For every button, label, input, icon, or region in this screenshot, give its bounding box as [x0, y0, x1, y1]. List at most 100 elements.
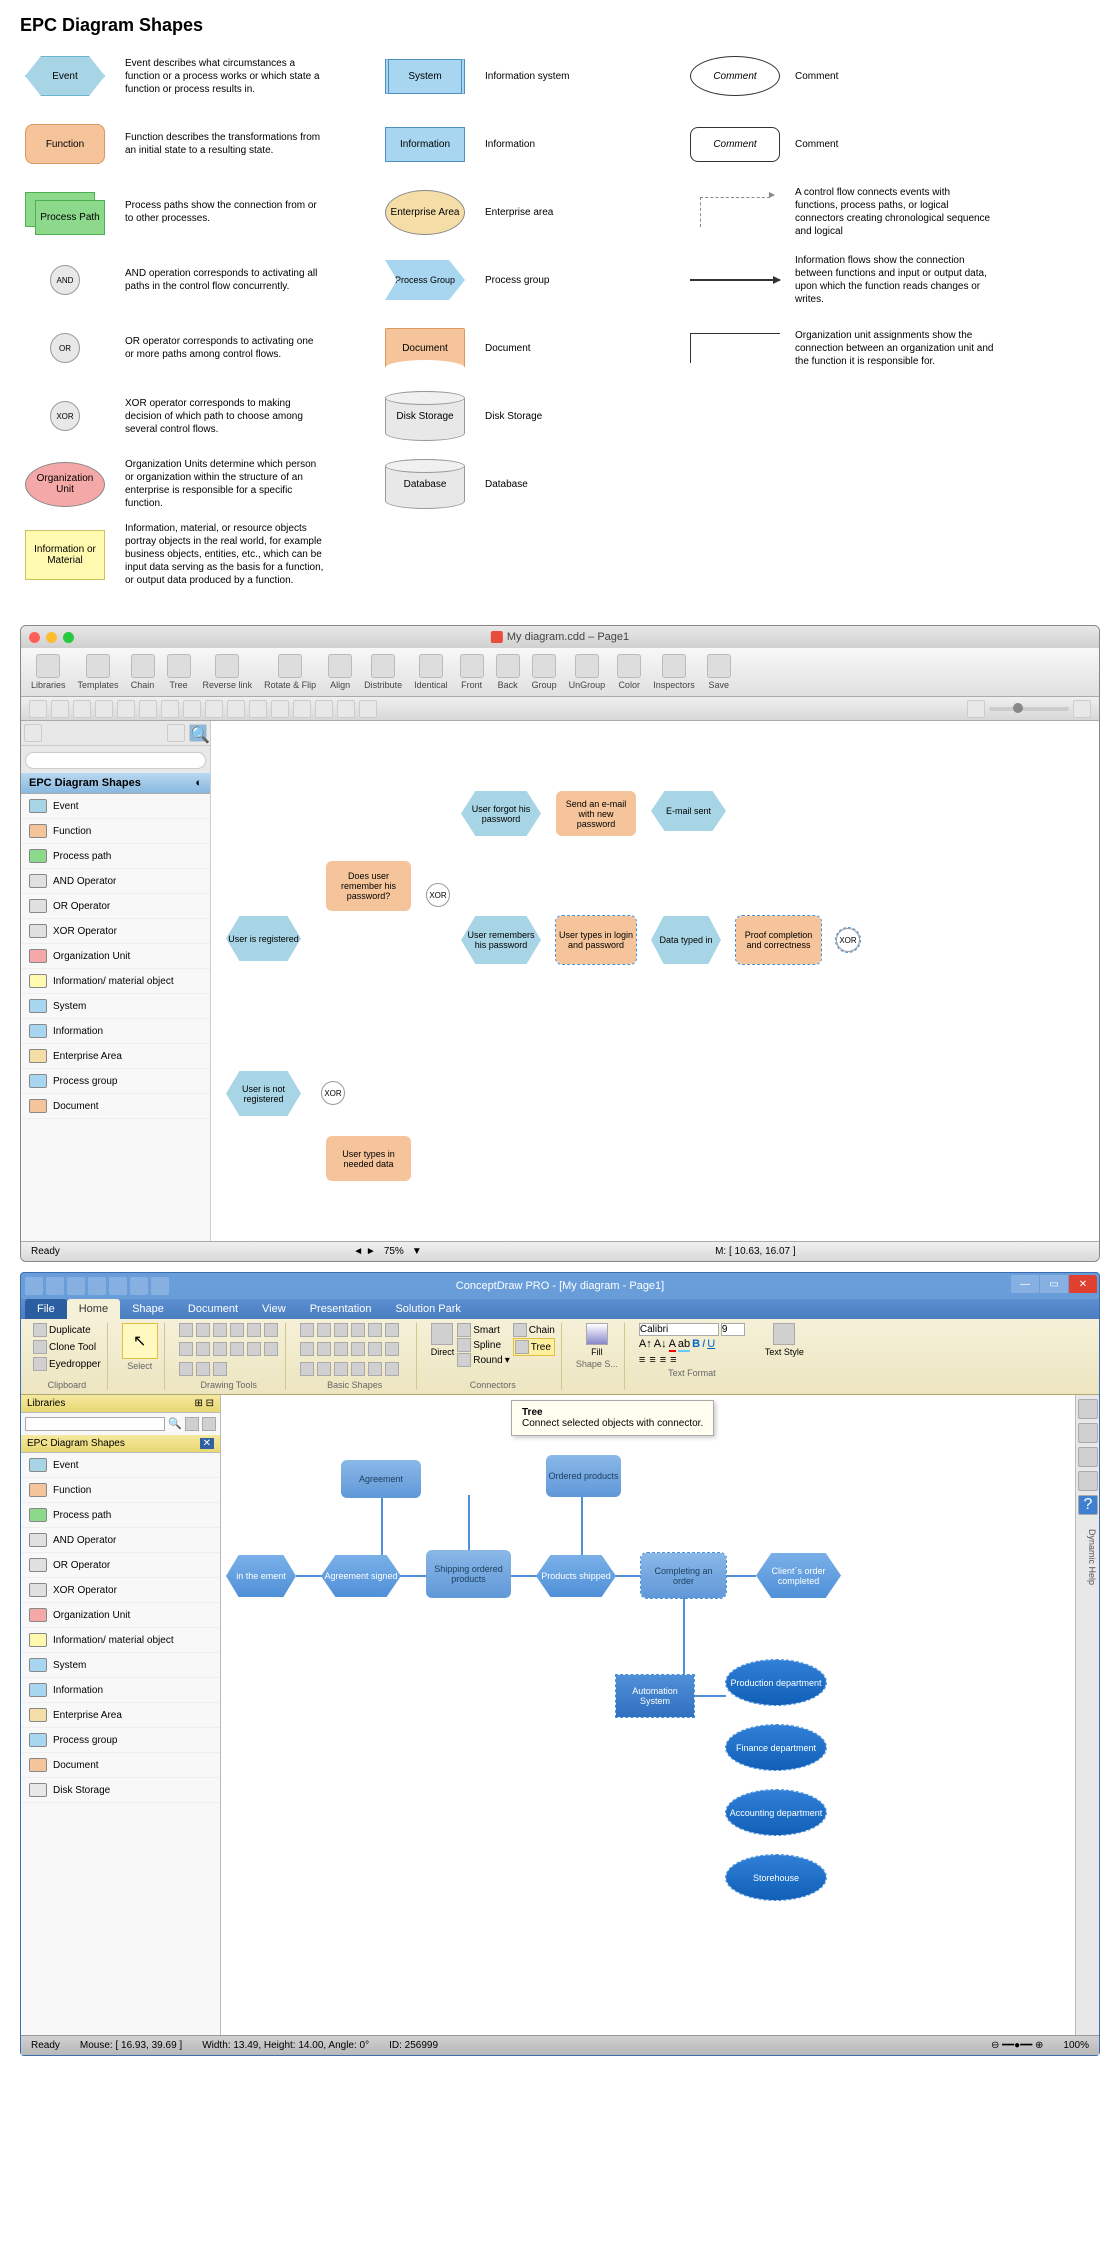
- library-item[interactable]: OR Operator: [21, 1553, 220, 1578]
- zoom-out-icon[interactable]: [967, 700, 985, 718]
- tab-shape[interactable]: Shape: [120, 1299, 176, 1319]
- duplicate-button[interactable]: Duplicate: [33, 1323, 101, 1337]
- identical-button[interactable]: Identical: [414, 654, 448, 690]
- drawing-tool[interactable]: [264, 1323, 278, 1337]
- library-item[interactable]: Function: [21, 819, 210, 844]
- clone-tool-button[interactable]: Clone Tool: [33, 1340, 101, 1354]
- diagram-node-userlogin[interactable]: User types in login and password: [556, 916, 636, 964]
- libraries-button[interactable]: Libraries: [31, 654, 66, 690]
- templates-button[interactable]: Templates: [78, 654, 119, 690]
- shape-tool[interactable]: [334, 1362, 348, 1376]
- fill-icon[interactable]: [586, 1323, 608, 1345]
- drawing-tool[interactable]: [230, 1323, 244, 1337]
- dynamic-help-label[interactable]: Dynamic Help: [1078, 1529, 1097, 1585]
- library-header[interactable]: EPC Diagram Shapes◐: [21, 773, 210, 794]
- diagram-node-notreg[interactable]: User is not registered: [226, 1071, 301, 1116]
- chain-button[interactable]: Chain: [131, 654, 155, 690]
- library-item[interactable]: OR Operator: [21, 894, 210, 919]
- drawing-tool[interactable]: [196, 1342, 210, 1356]
- library-item[interactable]: Document: [21, 1753, 220, 1778]
- bold-button[interactable]: B: [692, 1338, 700, 1352]
- search-input[interactable]: [25, 752, 206, 769]
- shape-tool[interactable]: [317, 1323, 331, 1337]
- library-item[interactable]: Enterprise Area: [21, 1044, 210, 1069]
- diagram-node-ordered[interactable]: Ordered products: [546, 1455, 621, 1497]
- drawing-tool[interactable]: [179, 1323, 193, 1337]
- distribute-button[interactable]: Distribute: [364, 654, 402, 690]
- drawing-tool[interactable]: [264, 1342, 278, 1356]
- qat-button[interactable]: [67, 1277, 85, 1295]
- mini-tool[interactable]: [359, 700, 377, 718]
- spline-connector-button[interactable]: Spline: [457, 1338, 510, 1352]
- tab-solution-park[interactable]: Solution Park: [383, 1299, 472, 1319]
- mini-tool[interactable]: [315, 700, 333, 718]
- shape-tool[interactable]: [385, 1342, 399, 1356]
- shape-tool[interactable]: [317, 1362, 331, 1376]
- maximize-button[interactable]: ▭: [1040, 1275, 1068, 1293]
- sidebar-tool[interactable]: [167, 724, 185, 742]
- shape-tool[interactable]: [368, 1323, 382, 1337]
- diagram-node-acctdept[interactable]: Accounting department: [726, 1790, 826, 1835]
- align-justify-icon[interactable]: ≡: [670, 1354, 676, 1366]
- diagram-node-emailsent[interactable]: E-mail sent: [651, 791, 726, 831]
- maximize-button[interactable]: [63, 632, 74, 643]
- diagram-node-xor1[interactable]: XOR: [426, 883, 450, 907]
- save-button[interactable]: Save: [707, 654, 731, 690]
- drawing-tool[interactable]: [213, 1362, 227, 1376]
- diagram-node-storehouse[interactable]: Storehouse: [726, 1855, 826, 1900]
- shape-tool[interactable]: [334, 1323, 348, 1337]
- diagram-node-does-user[interactable]: Does user remember his password?: [326, 861, 411, 911]
- diagram-node-shipped[interactable]: Products shipped: [536, 1555, 616, 1597]
- drawing-tool[interactable]: [196, 1362, 210, 1376]
- search-icon[interactable]: 🔍: [189, 724, 207, 742]
- library-item[interactable]: AND Operator: [21, 869, 210, 894]
- shape-tool[interactable]: [351, 1362, 365, 1376]
- rotate-flip-button[interactable]: Rotate & Flip: [264, 654, 316, 690]
- sidebar-tool[interactable]: [185, 1417, 199, 1431]
- mini-tool[interactable]: [117, 700, 135, 718]
- mini-tool[interactable]: [205, 700, 223, 718]
- diagram-node-user-reg[interactable]: User is registered: [226, 916, 301, 961]
- library-item[interactable]: Enterprise Area: [21, 1703, 220, 1728]
- search-icon[interactable]: 🔍: [168, 1417, 182, 1431]
- drawing-tool[interactable]: [247, 1323, 261, 1337]
- ungroup-button[interactable]: UnGroup: [569, 654, 606, 690]
- diagram-node-sendmail[interactable]: Send an e-mail with new password: [556, 791, 636, 836]
- diagram-node-proddept[interactable]: Production department: [726, 1660, 826, 1705]
- tab-presentation[interactable]: Presentation: [298, 1299, 384, 1319]
- diagram-node-xor3[interactable]: XOR: [321, 1081, 345, 1105]
- libraries-header[interactable]: Libraries⊞ ⊟: [21, 1395, 220, 1413]
- diagram-node-completing[interactable]: Completing an order: [641, 1553, 726, 1598]
- highlight-icon[interactable]: ab: [678, 1338, 690, 1352]
- shape-tool[interactable]: [351, 1323, 365, 1337]
- diagram-node-xor2[interactable]: XOR: [836, 928, 860, 952]
- select-tool-icon[interactable]: ↖: [122, 1323, 158, 1359]
- align-right-icon[interactable]: ≡: [660, 1354, 666, 1366]
- rail-button[interactable]: [1078, 1471, 1098, 1491]
- diagram-node-proof[interactable]: Proof completion and correctness: [736, 916, 821, 964]
- rail-button[interactable]: [1078, 1399, 1098, 1419]
- library-item[interactable]: System: [21, 1653, 220, 1678]
- diagram-node-agreement[interactable]: Agreement: [341, 1460, 421, 1498]
- qat-button[interactable]: [130, 1277, 148, 1295]
- diagram-canvas[interactable]: Tree Connect selected objects with conne…: [221, 1395, 1075, 2035]
- library-item[interactable]: AND Operator: [21, 1528, 220, 1553]
- shape-tool[interactable]: [317, 1342, 331, 1356]
- drawing-tool[interactable]: [247, 1342, 261, 1356]
- rail-button[interactable]: [1078, 1447, 1098, 1467]
- sidebar-tool[interactable]: [24, 724, 42, 742]
- diagram-node-remembers[interactable]: User remembers his password: [461, 916, 541, 964]
- sidebar-tool[interactable]: [202, 1417, 216, 1431]
- mini-tool[interactable]: [293, 700, 311, 718]
- font-family-input[interactable]: [639, 1323, 719, 1336]
- library-item[interactable]: Information: [21, 1019, 210, 1044]
- diagram-node-findept[interactable]: Finance department: [726, 1725, 826, 1770]
- mini-tool[interactable]: [271, 700, 289, 718]
- search-input[interactable]: [25, 1417, 165, 1431]
- tab-home[interactable]: Home: [67, 1299, 120, 1319]
- help-icon[interactable]: ?: [1078, 1495, 1098, 1515]
- library-item[interactable]: Organization Unit: [21, 1603, 220, 1628]
- library-item[interactable]: Organization Unit: [21, 944, 210, 969]
- library-item[interactable]: Event: [21, 1453, 220, 1478]
- qat-button[interactable]: [109, 1277, 127, 1295]
